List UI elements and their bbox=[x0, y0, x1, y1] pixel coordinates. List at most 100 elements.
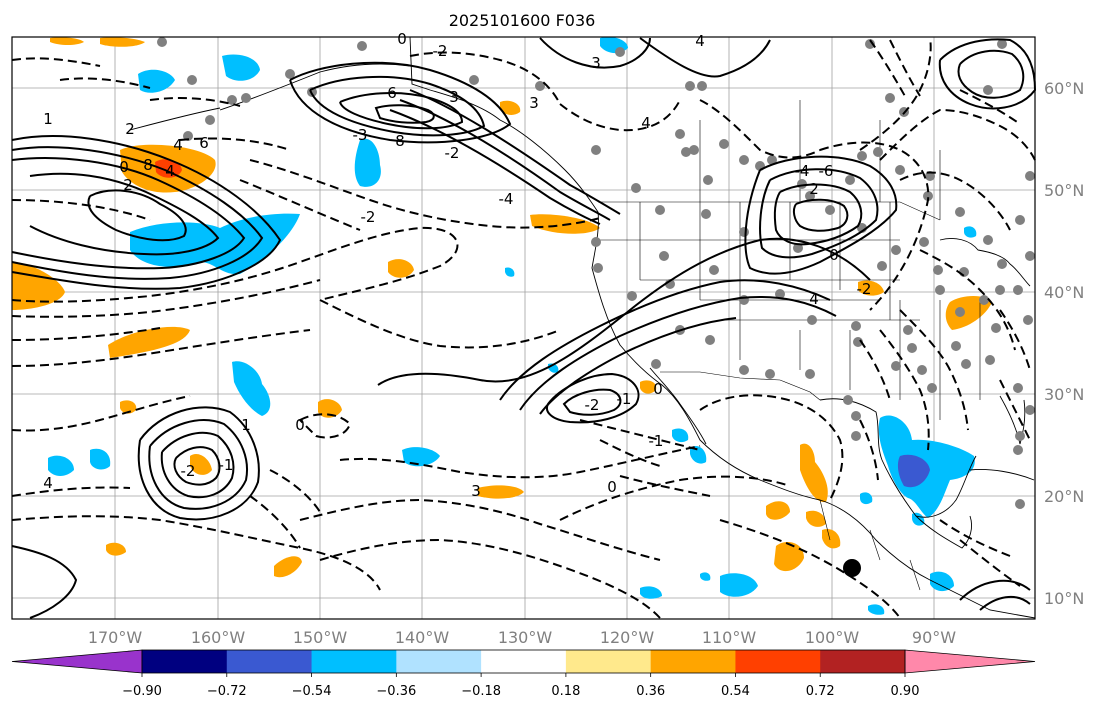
contour-line bbox=[999, 379, 1031, 441]
station-dot bbox=[651, 359, 661, 369]
contour-line bbox=[859, 339, 891, 401]
positive-anomaly-patch bbox=[318, 399, 342, 418]
contour-line bbox=[899, 171, 1011, 231]
negative-anomaly-patch bbox=[930, 571, 954, 592]
negative-anomaly-patch bbox=[672, 428, 689, 443]
contour-value-label: 4 bbox=[165, 162, 175, 180]
station-dot bbox=[739, 365, 749, 375]
station-dot bbox=[877, 261, 887, 271]
contour-value-label: 4 bbox=[809, 290, 819, 308]
contour-value-label: 6 bbox=[199, 134, 209, 152]
station-dot bbox=[891, 361, 901, 371]
station-dot bbox=[927, 383, 937, 393]
contour-line bbox=[11, 395, 191, 432]
contour-line bbox=[579, 419, 701, 451]
negative-anomaly-patch bbox=[505, 267, 515, 277]
contour-line bbox=[11, 226, 459, 303]
station-dot bbox=[627, 291, 637, 301]
contour-line bbox=[792, 198, 849, 232]
contour-line bbox=[859, 419, 879, 481]
station-dot bbox=[739, 227, 749, 237]
contour-line bbox=[149, 97, 241, 107]
station-dot bbox=[469, 75, 479, 85]
contour-value-label: -3 bbox=[353, 126, 368, 144]
positive-anomaly-patch bbox=[766, 501, 790, 520]
contour-line bbox=[699, 394, 844, 501]
contour-line bbox=[319, 538, 661, 619]
station-dot bbox=[1013, 445, 1023, 455]
station-dot bbox=[995, 285, 1005, 295]
canadian-provinces bbox=[699, 100, 941, 220]
longitude-labels: 170°W 160°W 150°W 140°W 130°W 120°W 110°W 100°W… bbox=[88, 628, 956, 647]
contour-line bbox=[11, 135, 282, 290]
contour-value-label: -2 bbox=[585, 396, 600, 414]
contour-line bbox=[11, 515, 381, 591]
yucatan bbox=[915, 515, 973, 549]
station-dot bbox=[793, 243, 803, 253]
contour-value-label: 0 bbox=[829, 246, 839, 264]
positive-anomaly-patch bbox=[190, 453, 212, 475]
station-dot bbox=[805, 369, 815, 379]
contour-value-label: 0 bbox=[653, 380, 663, 398]
contour-value-label: 2 bbox=[125, 120, 135, 138]
contour-line bbox=[269, 469, 321, 513]
negative-anomaly-patch bbox=[690, 445, 707, 464]
station-dot bbox=[1015, 499, 1025, 509]
negative-anomaly-patch bbox=[232, 361, 271, 416]
contour-line bbox=[819, 141, 930, 311]
positive-anomaly-patch bbox=[120, 400, 137, 414]
station-dot bbox=[985, 355, 995, 365]
station-dot bbox=[709, 265, 719, 275]
contour-line bbox=[374, 104, 435, 124]
contour-line bbox=[889, 39, 921, 97]
station-dot bbox=[357, 41, 367, 51]
contour-line bbox=[959, 89, 1021, 125]
station-dot bbox=[891, 245, 901, 255]
latitude-tick-label: 20°N bbox=[1044, 487, 1084, 506]
station-dot bbox=[1015, 215, 1025, 225]
contour-value-label: 3 bbox=[529, 94, 539, 112]
florida bbox=[999, 395, 1026, 445]
contour-value-label: 8 bbox=[395, 132, 405, 150]
contour-line bbox=[957, 49, 1025, 99]
contour-line bbox=[160, 431, 235, 499]
longitude-tick-label: 150°W bbox=[293, 628, 348, 647]
contour-value-label: 4 bbox=[695, 32, 705, 50]
positive-anomaly-patch bbox=[108, 326, 190, 358]
station-dot bbox=[853, 337, 863, 347]
contour-line bbox=[87, 189, 187, 242]
contour-line bbox=[339, 92, 464, 130]
colorbar-swatch bbox=[735, 650, 821, 673]
station-dot bbox=[933, 265, 943, 275]
positive-anomaly-patch bbox=[274, 556, 302, 578]
contour-line bbox=[309, 75, 486, 137]
contour-line bbox=[377, 237, 871, 386]
contour-line bbox=[759, 168, 879, 259]
contour-value-label: -2 bbox=[433, 42, 448, 60]
contour-line bbox=[409, 89, 621, 215]
longitude-tick-label: 170°W bbox=[88, 628, 143, 647]
contour-line bbox=[959, 579, 1031, 601]
north-america-coast bbox=[409, 36, 1036, 619]
contour-line bbox=[539, 37, 651, 69]
station-dot bbox=[885, 93, 895, 103]
station-dot bbox=[807, 315, 817, 325]
positive-anomaly-strong-patch bbox=[155, 159, 182, 178]
station-dot bbox=[1015, 431, 1025, 441]
contour-line bbox=[298, 413, 352, 439]
positive-anomaly-patch bbox=[106, 542, 126, 556]
contour-value-label: -1 bbox=[649, 432, 664, 450]
us-mexico-border bbox=[660, 371, 821, 401]
contour-value-label: 6 bbox=[387, 84, 397, 102]
contour-value-label: -4 bbox=[795, 162, 810, 180]
contour-line bbox=[179, 137, 291, 151]
contour-line bbox=[299, 498, 661, 561]
latitude-tick-label: 50°N bbox=[1044, 181, 1084, 200]
contour-value-label: 8 bbox=[143, 156, 153, 174]
positive-anomaly-patch bbox=[806, 510, 826, 527]
contour-line bbox=[619, 475, 711, 497]
contour-line bbox=[11, 157, 246, 270]
contour-value-label: 1 bbox=[241, 416, 251, 434]
station-dot bbox=[535, 81, 545, 91]
negative-anomaly-patch bbox=[640, 586, 662, 599]
